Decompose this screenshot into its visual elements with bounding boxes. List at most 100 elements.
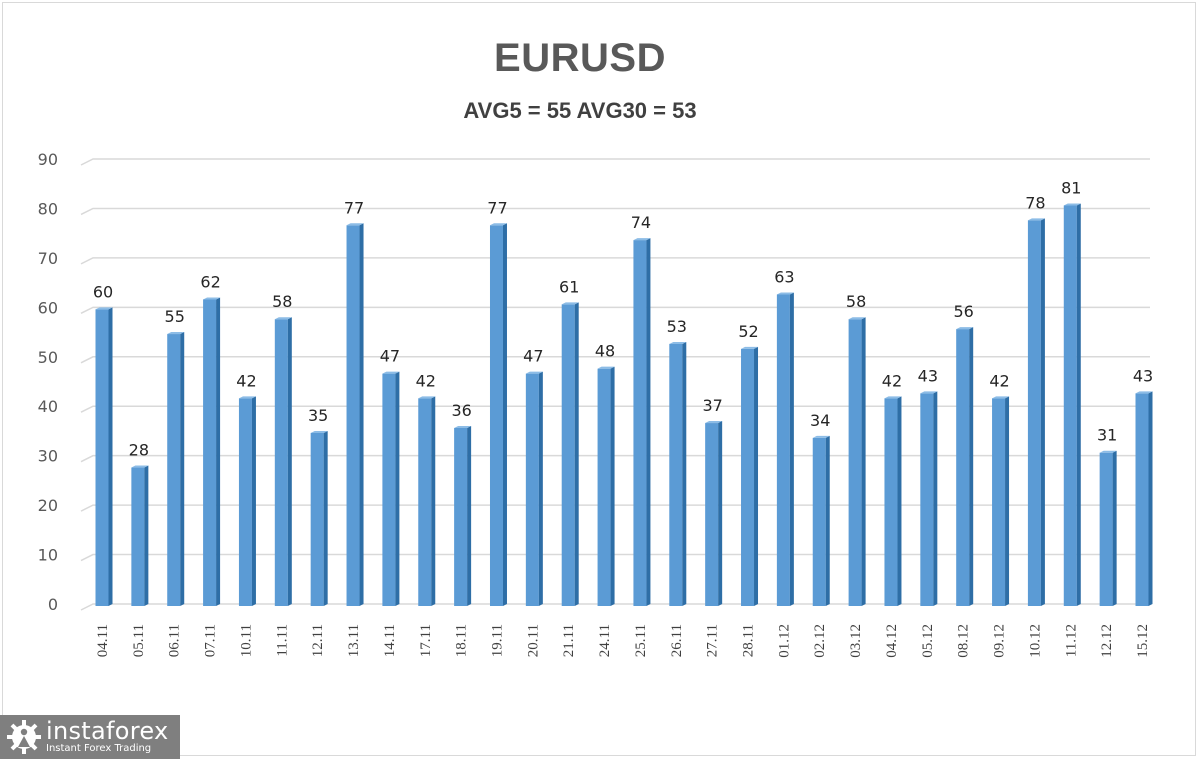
x-tick-label: 12.12: [1099, 624, 1115, 658]
data-label: 63: [774, 268, 794, 287]
data-label: 31: [1097, 426, 1117, 445]
bar: [489, 223, 507, 606]
bar: [741, 346, 759, 606]
y-tick-label: 10: [38, 546, 58, 565]
data-label: 42: [236, 371, 256, 390]
x-tick-label: 02.12: [812, 624, 828, 658]
data-label: 34: [810, 411, 830, 430]
x-tick-label: 05.12: [920, 624, 936, 658]
y-tick-label: 70: [38, 249, 58, 268]
data-label: 52: [738, 322, 758, 341]
data-label: 42: [882, 371, 902, 390]
x-tick-label: 10.12: [1027, 624, 1043, 658]
x-tick-label: 28.11: [741, 624, 757, 657]
y-tick-label: 0: [48, 595, 58, 614]
data-label: 47: [523, 347, 543, 366]
y-tick-label: 80: [38, 199, 58, 218]
bar: [776, 292, 794, 606]
data-label: 60: [93, 282, 113, 301]
x-tick-label: 09.12: [992, 624, 1008, 658]
x-tick-label: 04.11: [95, 624, 111, 657]
data-label: 62: [200, 272, 220, 291]
gear-person-icon: [7, 720, 41, 754]
data-label: 74: [631, 213, 651, 232]
y-tick-label: 40: [38, 397, 58, 416]
x-tick-label: 14.11: [382, 624, 398, 657]
x-tick-label: 18.11: [454, 624, 470, 657]
x-tick-label: 11.12: [1063, 624, 1079, 657]
data-label: 42: [416, 371, 436, 390]
x-tick-label: 08.12: [956, 624, 972, 658]
bar: [669, 341, 687, 606]
data-label: 53: [667, 317, 687, 336]
bar: [920, 391, 938, 606]
data-label: 37: [702, 396, 722, 415]
data-labels: 60 28 55 62 42 58 35 77 47 42 36 77 47 61 48 74 53 37 52 63…: [93, 179, 1153, 460]
data-label: 47: [380, 347, 400, 366]
bar: [884, 396, 902, 606]
bar: [95, 307, 113, 606]
data-label: 35: [308, 406, 328, 425]
data-label: 77: [487, 198, 507, 217]
bars: [95, 203, 1153, 607]
y-tick-label: 20: [38, 496, 58, 515]
data-label: 48: [595, 342, 615, 361]
data-label: 78: [1025, 193, 1045, 212]
x-tick-label: 10.11: [238, 624, 254, 657]
x-tick-label: 06.11: [167, 624, 183, 657]
bar: [131, 465, 149, 606]
bar: [1135, 391, 1153, 606]
data-label: 28: [129, 441, 149, 460]
x-tick-label: 21.11: [561, 624, 577, 657]
logo-name: instaforex: [46, 717, 169, 745]
y-tick-label: 30: [38, 447, 58, 466]
instaforex-logo: instaforex Instant Forex Trading: [0, 715, 180, 759]
x-tick-label: 17.11: [418, 624, 434, 657]
bar: [418, 396, 436, 606]
bar: [992, 396, 1010, 606]
x-tick-label: 25.11: [633, 624, 649, 657]
chart-subtitle: AVG5 = 55 AVG30 = 53: [463, 98, 697, 123]
x-tick-label: 15.12: [1135, 624, 1151, 658]
bar: [561, 302, 579, 606]
bar: [382, 371, 400, 606]
data-label: 55: [165, 307, 185, 326]
x-tick-label: 04.12: [884, 624, 900, 658]
bar: [1099, 450, 1117, 606]
x-tick-label: 11.11: [274, 624, 290, 657]
data-label: 43: [1133, 366, 1153, 385]
bar: [956, 327, 974, 606]
x-tick-label: 26.11: [669, 624, 685, 657]
bar: [633, 238, 651, 606]
data-label: 43: [918, 366, 938, 385]
bar: [525, 371, 543, 606]
x-axis: 04.11 05.11 06.11 07.11 10.11 11.11 12.11 13.11…: [95, 624, 1151, 658]
gridlines: [80, 158, 1150, 611]
x-tick-label: 05.11: [131, 624, 147, 657]
bar: [1063, 203, 1081, 606]
x-tick-label: 19.11: [489, 624, 505, 657]
bar: [274, 317, 292, 606]
x-tick-label: 01.12: [776, 624, 792, 658]
bar: [812, 435, 830, 606]
bar: [310, 430, 328, 606]
bar: [848, 317, 866, 606]
bar: [454, 426, 472, 606]
data-label: 36: [451, 401, 471, 420]
data-label: 56: [954, 302, 974, 321]
data-label: 42: [989, 371, 1009, 390]
x-tick-label: 27.11: [705, 624, 721, 657]
y-tick-label: 60: [38, 298, 58, 317]
data-label: 58: [272, 292, 292, 311]
bar: [203, 297, 221, 606]
bar: [346, 223, 364, 606]
x-tick-label: 12.11: [310, 624, 326, 657]
data-label: 61: [559, 277, 579, 296]
y-axis: 0 10 20 30 40 50 60 70 80 90: [38, 150, 58, 614]
x-tick-label: 07.11: [203, 624, 219, 657]
x-tick-label: 03.12: [848, 624, 864, 658]
logo-tagline: Instant Forex Trading: [46, 743, 152, 754]
data-label: 81: [1061, 179, 1081, 198]
chart-title: EURUSD: [494, 36, 666, 80]
